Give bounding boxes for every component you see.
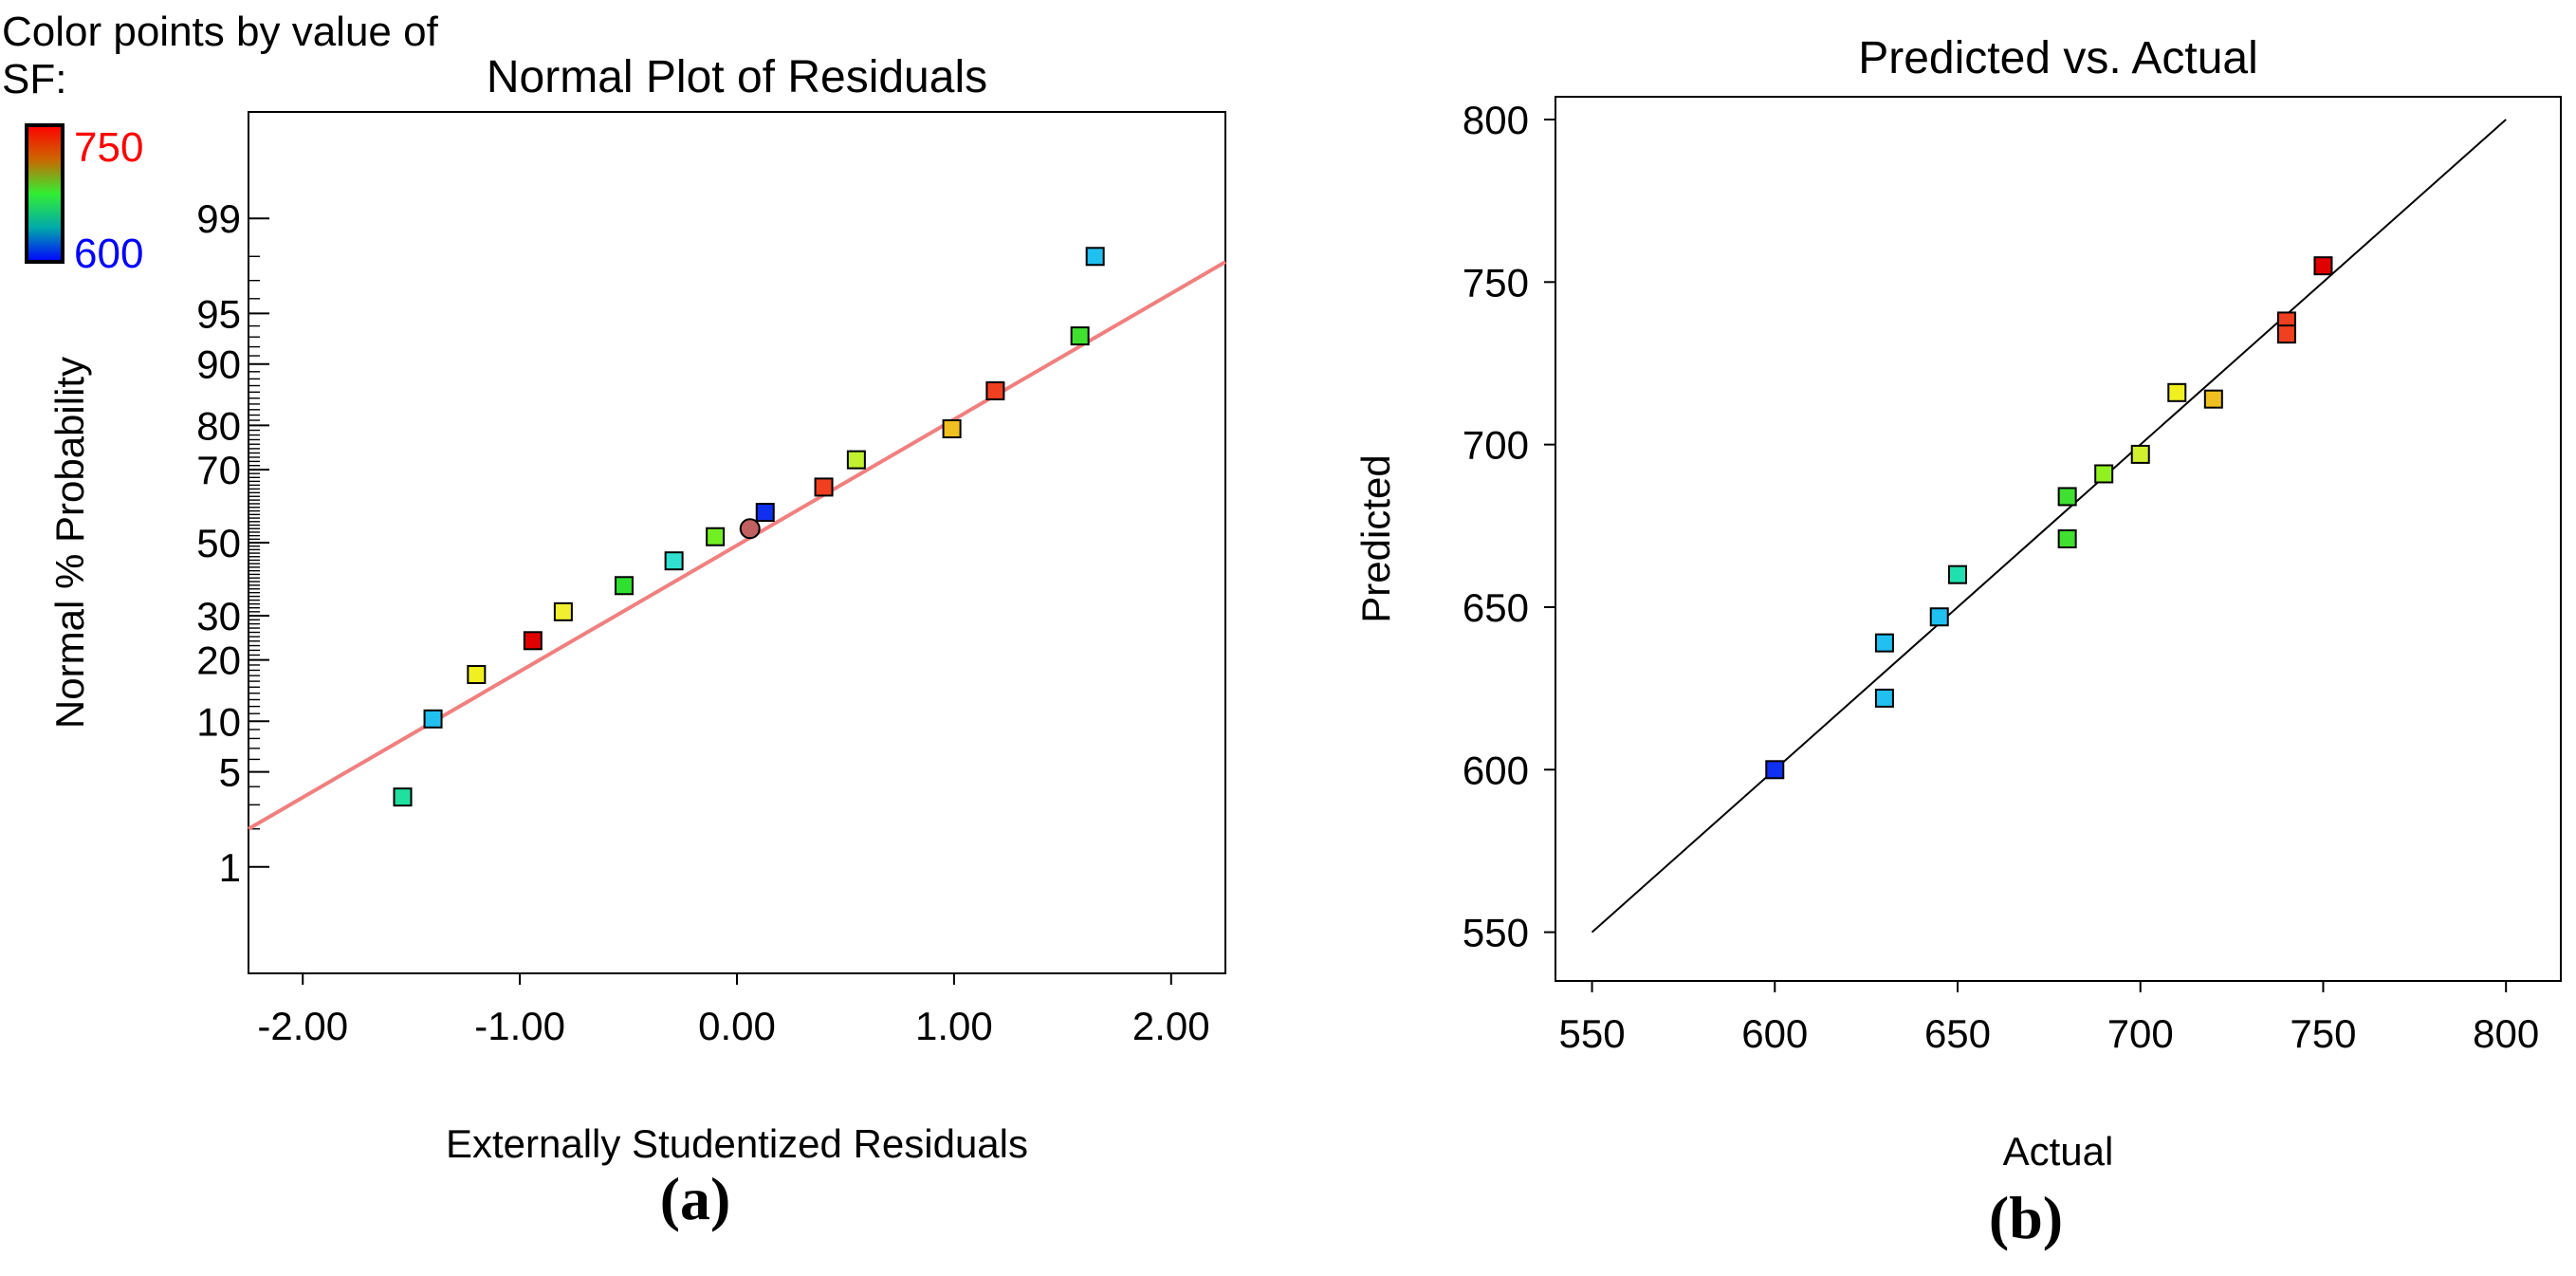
chart-b-point: [2276, 324, 2296, 344]
chart-b-point: [1765, 760, 1785, 780]
chart-b-reference-line-group: [1591, 119, 2507, 934]
chart-a-point: [664, 551, 684, 571]
chart-a-x-tick-label: 1.00: [915, 1004, 993, 1048]
chart-a-point: [1070, 326, 1090, 346]
chart-b-point: [1948, 564, 1967, 584]
chart-b-x-tick-label: 800: [2473, 1011, 2539, 1056]
chart-b-y-tick-label: 800: [1463, 98, 1529, 142]
chart-a-y-tick-label: 99: [196, 196, 241, 241]
chart-a-point: [614, 576, 634, 596]
chart-a-point: [467, 665, 487, 685]
legend-caption-line2: SF:: [2, 56, 66, 102]
chart-b-point: [2057, 529, 2077, 548]
color-legend: Color points by value of SF: 750 600: [2, 9, 439, 277]
chart-a-x-tick-label: -2.00: [257, 1004, 348, 1048]
chart-a-point: [553, 601, 573, 621]
chart-a-y-tick-label: 80: [196, 403, 241, 448]
chart-a-point: [523, 631, 543, 651]
chart-a-y-axis-label: Normal % Probability: [47, 357, 92, 729]
legend-caption-line1: Color points by value of: [2, 9, 439, 55]
chart-a-y-tick-label: 30: [196, 594, 241, 638]
chart-a-point: [755, 503, 775, 523]
chart-b-point: [1929, 607, 1949, 627]
panel-label-b: (b): [1989, 1184, 2063, 1251]
chart-a-fit-line: [247, 260, 1227, 831]
chart-b-x-ticks: 550 600 650 700 750 800: [1559, 981, 2539, 1056]
legend-min-label: 600: [74, 231, 143, 277]
chart-b-x-tick-label: 550: [1559, 1011, 1626, 1056]
chart-a-x-ticks: -2.00 -1.00 0.00 1.00 2.00: [257, 973, 1210, 1048]
chart-b-point: [2167, 382, 2187, 402]
chart-b: Predicted vs. Actual 550600650700750800 …: [1353, 33, 2562, 1251]
chart-b-point: [2094, 464, 2114, 484]
chart-a-point: [739, 518, 761, 540]
chart-a-y-tick-label: 5: [219, 750, 241, 795]
chart-a-y-tick-label: 50: [196, 521, 241, 565]
chart-a-y-tick-label: 70: [196, 448, 241, 492]
chart-a-point: [985, 380, 1005, 400]
chart-a-title: Normal Plot of Residuals: [487, 52, 987, 102]
chart-b-y-ticks: 550 600 650 700 750 800: [1463, 98, 1555, 955]
chart-b-point: [2057, 487, 2077, 507]
legend-color-bar: [25, 123, 64, 264]
chart-a-point: [846, 450, 866, 470]
chart-b-x-tick-label: 600: [1741, 1011, 1808, 1056]
chart-b-y-tick-label: 600: [1463, 748, 1529, 792]
chart-b-x-tick-label: 750: [2290, 1011, 2356, 1056]
chart-a-point: [1085, 247, 1105, 267]
chart-a-y-tick-label: 95: [196, 291, 241, 336]
chart-a-y-tick-label: 1: [219, 845, 241, 890]
chart-b-title: Predicted vs. Actual: [1858, 33, 2258, 83]
chart-a-plot-frame: [248, 111, 1226, 974]
legend-max-label: 750: [74, 124, 143, 171]
chart-b-point: [2313, 256, 2333, 276]
chart-a-point: [814, 477, 834, 497]
chart-a-point: [393, 787, 413, 807]
chart-b-y-tick-label: 550: [1463, 911, 1529, 955]
chart-b-plot-frame: [1555, 96, 2562, 982]
chart-b-y-axis-label: Predicted: [1353, 454, 1398, 622]
chart-a-x-tick-label: 0.00: [698, 1004, 776, 1048]
chart-b-reference-line: [1591, 119, 2507, 934]
chart-b-point: [1874, 633, 1894, 653]
chart-a-y-minor-ticks: [248, 217, 260, 868]
chart-a-y-tick-label: 20: [196, 638, 241, 683]
chart-a-point: [706, 527, 726, 546]
chart-a-point: [942, 418, 962, 438]
chart-a-points: [393, 247, 1105, 807]
chart-a-y-tick-label: 10: [196, 699, 241, 744]
chart-b-point: [2130, 444, 2150, 464]
chart-b-y-tick-label: 750: [1463, 260, 1529, 305]
chart-b-points: [1765, 256, 2333, 780]
chart-a-fit-line-group: [247, 260, 1227, 831]
chart-b-x-tick-label: 700: [2107, 1011, 2174, 1056]
chart-b-point: [1874, 688, 1894, 708]
chart-a-y-tick-label: 90: [196, 342, 241, 387]
chart-a-x-axis-label: Externally Studentized Residuals: [446, 1121, 1028, 1166]
chart-a-point: [423, 709, 443, 729]
chart-b-y-tick-label: 650: [1463, 585, 1529, 630]
chart-b-point: [2203, 389, 2223, 409]
chart-b-x-axis-label: Actual: [2003, 1129, 2114, 1174]
chart-b-x-tick-label: 650: [1924, 1011, 1991, 1056]
chart-a-x-tick-label: -1.00: [474, 1004, 565, 1048]
chart-a-x-tick-label: 2.00: [1132, 1004, 1210, 1048]
chart-b-y-tick-label: 700: [1463, 423, 1529, 468]
panel-label-a: (a): [660, 1165, 731, 1232]
